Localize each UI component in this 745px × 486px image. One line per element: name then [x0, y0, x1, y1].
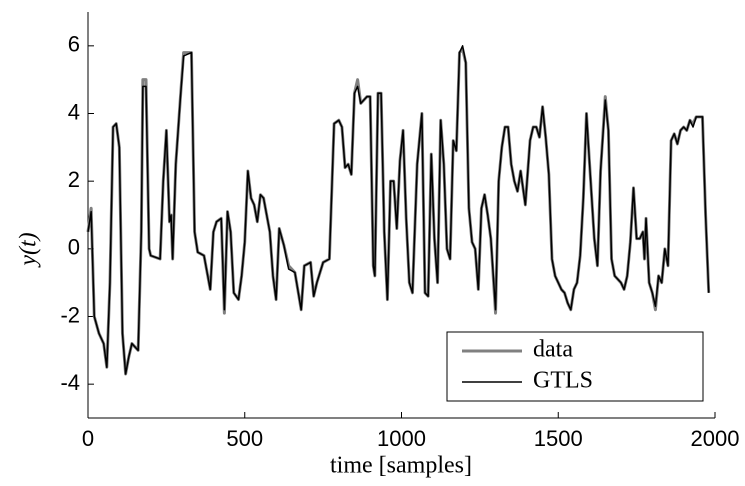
- legend-box: [446, 331, 704, 402]
- y-tick-label: 2: [68, 167, 80, 192]
- x-tick-label: 1000: [377, 426, 426, 451]
- legend-label: data: [533, 337, 573, 363]
- y-tick-label: -2: [60, 302, 80, 327]
- legend-label: GTLS: [533, 368, 593, 394]
- y-axis-label: y(t): [16, 232, 42, 267]
- x-tick-label: 0: [82, 426, 94, 451]
- y-tick-label: 6: [68, 32, 80, 57]
- y-tick-label: 0: [68, 235, 80, 260]
- x-tick-label: 500: [226, 426, 263, 451]
- x-axis-label: time [samples]: [330, 453, 472, 479]
- series-line: [87, 45, 710, 375]
- y-tick-label: -4: [60, 370, 80, 395]
- y-tick-label: 4: [68, 99, 80, 124]
- x-tick-label: 1500: [534, 426, 583, 451]
- x-tick-label: 2000: [691, 426, 740, 451]
